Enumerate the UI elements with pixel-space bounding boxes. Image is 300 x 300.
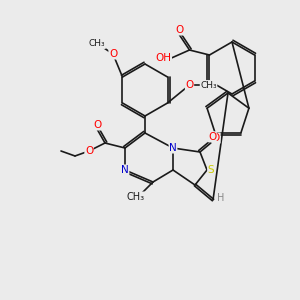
Text: O: O <box>85 146 93 156</box>
Text: CH₃: CH₃ <box>127 192 145 202</box>
Text: O: O <box>212 133 220 143</box>
Text: H: H <box>217 193 225 203</box>
Text: O: O <box>93 120 101 130</box>
Text: O: O <box>208 132 216 142</box>
Text: CH₃: CH₃ <box>200 80 217 89</box>
Text: S: S <box>208 165 214 175</box>
Text: O: O <box>185 80 194 90</box>
Text: CH₃: CH₃ <box>89 40 105 49</box>
Text: N: N <box>121 165 129 175</box>
Text: N: N <box>169 143 177 153</box>
Text: O: O <box>176 25 184 35</box>
Text: OH: OH <box>155 53 172 63</box>
Text: O: O <box>109 49 117 59</box>
